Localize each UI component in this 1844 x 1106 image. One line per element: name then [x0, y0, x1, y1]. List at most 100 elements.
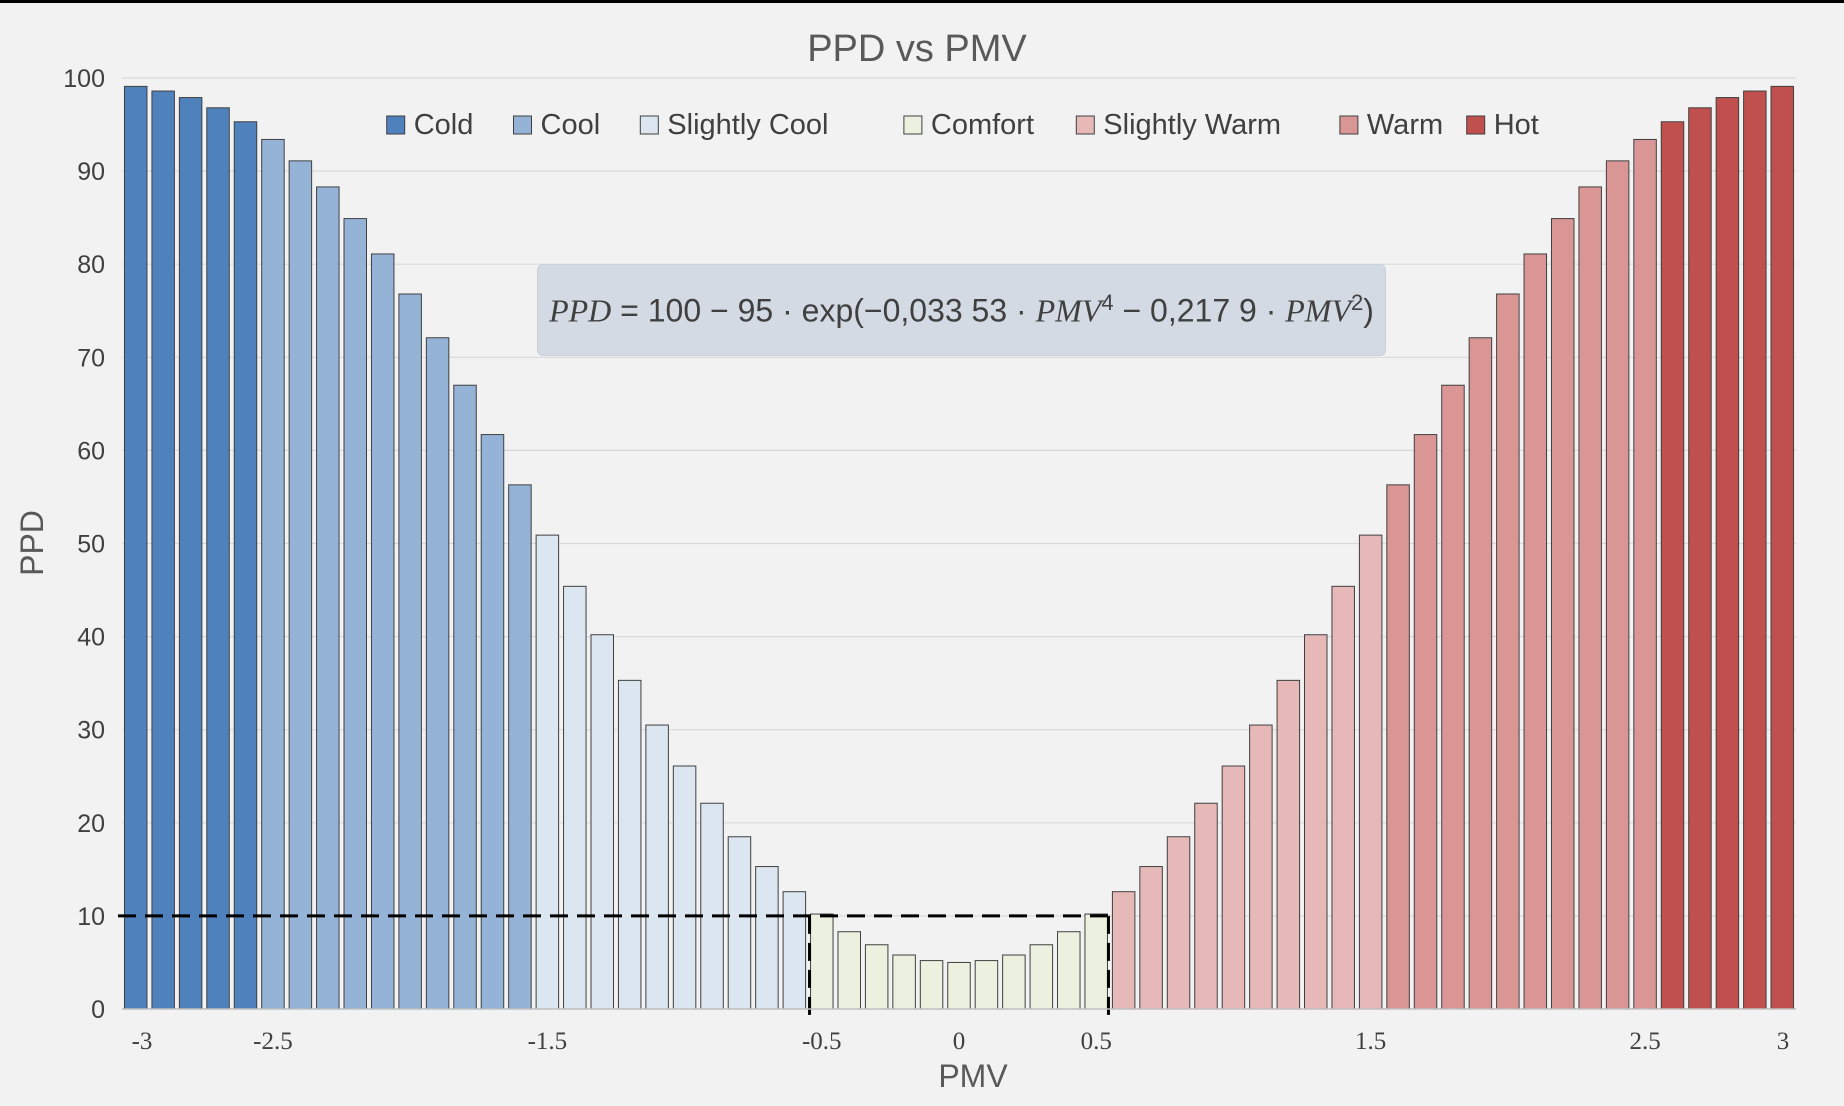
bar [151, 90, 175, 1010]
legend-label: Cold [414, 109, 474, 141]
bar [398, 293, 422, 1010]
formula-rhs-b: − 0,217 9 · [1122, 292, 1277, 329]
bar [1029, 944, 1054, 1010]
x-tick-label: -1.5 [528, 1028, 568, 1055]
legend-swatch [1075, 115, 1095, 135]
bar [672, 765, 697, 1010]
bar [1660, 121, 1685, 1010]
legend-swatch [513, 115, 532, 135]
bar [892, 954, 916, 1010]
formula-rhs-a: = 100 − 95 · exp(−0,033 53 · [620, 292, 1027, 329]
bar [1111, 891, 1136, 1010]
bar [1276, 679, 1301, 1010]
bar [123, 85, 148, 1010]
legend-swatch [639, 115, 659, 135]
formula-lhs: PPD [549, 292, 612, 329]
legend: Cold Cool Slightly Cool Comfort Slightly War… [386, 109, 1539, 141]
bar [1550, 218, 1575, 1010]
bar [755, 866, 779, 1010]
bar [480, 434, 505, 1010]
bar [343, 218, 368, 1010]
formula-text: PPD = 100 − 95 · exp(−0,033 53 · PMV 4 − … [549, 290, 1374, 330]
formula-close: ) [1363, 292, 1374, 329]
bar [837, 931, 861, 1010]
y-tick-label: 0 [91, 996, 105, 1024]
bar [1413, 434, 1438, 1010]
x-tick-label: 0.5 [1081, 1028, 1112, 1055]
bar [1194, 802, 1218, 1010]
legend-swatch [386, 115, 406, 135]
x-tick-label: -2.5 [253, 1028, 293, 1055]
bar [1221, 765, 1246, 1010]
bar [1468, 337, 1493, 1010]
bar [233, 121, 258, 1010]
y-tick-label: 40 [77, 624, 105, 652]
bar [1770, 85, 1795, 1010]
threshold-lines [118, 914, 1110, 1019]
bar [919, 960, 944, 1010]
bar [1331, 585, 1355, 1010]
y-tick-label: 10 [77, 903, 105, 931]
bar [645, 724, 669, 1010]
x-axis-ticks: -3 -2.5 -1.5 -0.5 0 0.5 1.5 2.5 3 [132, 1028, 1790, 1055]
legend-label: Slightly Warm [1103, 109, 1281, 141]
formula-box: PPD = 100 − 95 · exp(−0,033 53 · PMV 4 − … [537, 264, 1386, 356]
legend-label: Hot [1494, 109, 1539, 141]
formula-exp2: 2 [1351, 290, 1364, 316]
bar [782, 891, 807, 1010]
bar [810, 913, 834, 1010]
y-tick-label: 60 [77, 437, 105, 465]
bar [535, 534, 560, 1010]
legend-label: Cool [541, 109, 601, 141]
formula-var2: PMV [1285, 292, 1351, 329]
y-tick-label: 80 [77, 251, 105, 279]
x-tick-label: 3 [1777, 1028, 1790, 1055]
bars [123, 85, 1795, 1010]
bar [261, 138, 285, 1010]
bar [1249, 724, 1273, 1010]
bar [1441, 384, 1465, 1010]
bar [178, 97, 203, 1010]
bar [1715, 97, 1740, 1010]
y-tick-label: 50 [77, 531, 105, 559]
y-tick-label: 100 [63, 65, 105, 93]
bar [1578, 186, 1602, 1010]
bar [1688, 107, 1712, 1010]
bar [206, 107, 230, 1010]
bar [1084, 913, 1108, 1010]
bar [425, 337, 450, 1010]
bar [1139, 866, 1163, 1010]
x-tick-label: 1.5 [1355, 1028, 1386, 1055]
formula-exp1: 4 [1101, 290, 1114, 316]
x-tick-label: 0 [953, 1028, 966, 1055]
bar [288, 160, 313, 1010]
x-axis-title: PMV [938, 1058, 1008, 1094]
bar [1523, 253, 1548, 1010]
y-tick-label: 70 [77, 344, 105, 372]
legend-swatch [1339, 115, 1359, 135]
chart-title: PPD vs PMV [807, 28, 1027, 70]
y-axis-ticks: 0 10 20 30 40 50 60 70 80 90 100 [63, 65, 105, 1024]
bar [947, 961, 971, 1010]
bar [1386, 484, 1410, 1010]
bar [508, 484, 532, 1010]
legend-label: Comfort [931, 109, 1034, 141]
bar [563, 585, 587, 1010]
bar [316, 186, 340, 1010]
bar [974, 960, 999, 1010]
bar [1358, 534, 1383, 1010]
bar [1496, 293, 1520, 1010]
legend-label: Slightly Cool [667, 109, 828, 141]
legend-label: Warm [1367, 109, 1443, 141]
bar [617, 679, 642, 1010]
bar [370, 253, 395, 1010]
bar [1633, 138, 1657, 1010]
y-tick-label: 20 [77, 810, 105, 838]
bar [590, 634, 614, 1010]
bar [1057, 931, 1081, 1010]
bar [1166, 836, 1191, 1010]
bar [700, 802, 724, 1010]
x-tick-label: -0.5 [802, 1028, 842, 1055]
